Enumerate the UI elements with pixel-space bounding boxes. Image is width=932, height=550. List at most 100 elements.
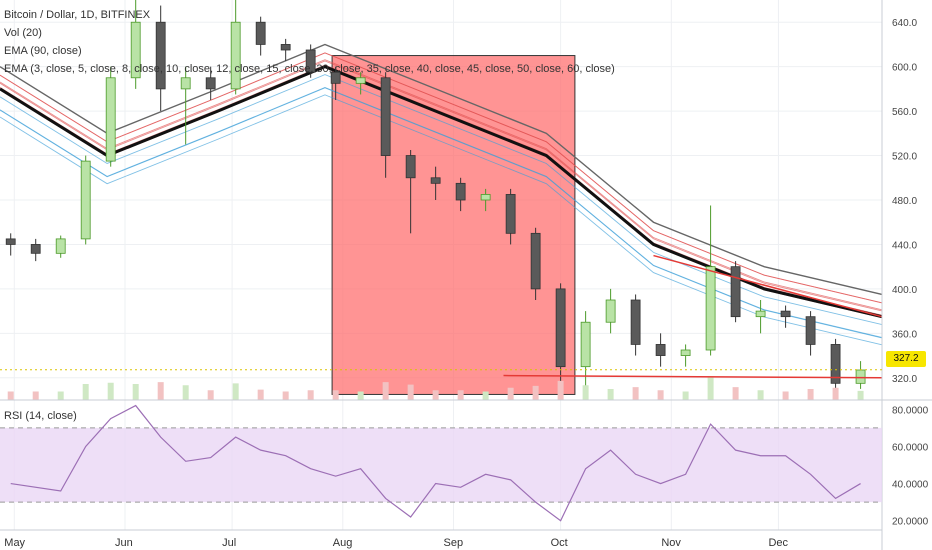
candle-body[interactable] <box>330 71 341 84</box>
volume-bar <box>857 390 864 400</box>
candle-body[interactable] <box>205 77 216 90</box>
candle-body[interactable] <box>530 232 541 290</box>
price-tick-label: 520.0 <box>892 152 917 163</box>
rsi-line[interactable] <box>10 404 861 522</box>
candle-body[interactable] <box>555 288 566 368</box>
support-line[interactable] <box>503 374 883 379</box>
volume-bar <box>382 382 389 400</box>
volume-bar <box>532 385 539 400</box>
candle-body[interactable] <box>255 21 266 45</box>
volume-bar <box>607 389 614 400</box>
volume-bar <box>57 391 64 400</box>
rsi-tick-label: 20.0000 <box>892 517 929 528</box>
time-tick-label: Nov <box>661 537 681 549</box>
candle-body[interactable] <box>805 316 816 345</box>
volume-bar <box>307 390 314 400</box>
time-tick-label: Sep <box>443 537 463 549</box>
candle-body[interactable] <box>380 77 391 156</box>
volume-bar <box>7 391 14 400</box>
ema-ribbon-line <box>0 60 883 312</box>
volume-indicator-label[interactable]: Vol (20) <box>4 27 42 39</box>
volume-bar <box>32 391 39 400</box>
candle-body[interactable] <box>680 349 691 356</box>
candle-body[interactable] <box>155 21 166 90</box>
volume-bar <box>782 391 789 400</box>
ema90-indicator-label[interactable]: EMA (90, close) <box>4 45 82 57</box>
price-tick-label: 560.0 <box>892 107 917 118</box>
volume-bar <box>582 385 589 400</box>
price-tick-label: 360.0 <box>892 329 917 340</box>
volume-bar <box>457 390 464 400</box>
ema-ribbon-line <box>0 52 883 304</box>
candle-body[interactable] <box>505 194 516 234</box>
volume-bar <box>707 377 714 400</box>
candle-body[interactable] <box>655 344 666 356</box>
volume-bar <box>632 387 639 400</box>
candle-body[interactable] <box>605 299 616 323</box>
candle-body[interactable] <box>580 321 591 368</box>
candle-body[interactable] <box>280 44 291 51</box>
volume-bar <box>207 390 214 400</box>
candle-body[interactable] <box>855 369 866 384</box>
volume-bar <box>482 391 489 400</box>
volume-bar <box>832 387 839 400</box>
candle-body[interactable] <box>80 160 91 240</box>
volume-bar <box>107 382 114 400</box>
ema90-line <box>0 65 883 319</box>
candle-body[interactable] <box>30 244 41 254</box>
time-tick-label: Dec <box>768 537 788 549</box>
volume-bar <box>407 384 414 400</box>
volume-bar <box>257 389 264 400</box>
ema60-line <box>0 43 883 296</box>
candle-body[interactable] <box>405 155 416 179</box>
volume-bar <box>507 387 514 400</box>
current-price-tag: 327.2 <box>886 351 926 367</box>
rsi-tick-label: 60.0000 <box>892 442 929 453</box>
price-axis-background <box>882 0 932 550</box>
candle-body[interactable] <box>730 266 741 318</box>
candle-body[interactable] <box>305 49 316 73</box>
volume-bar <box>182 385 189 400</box>
candle-body[interactable] <box>180 77 191 90</box>
price-tick-label: 320.0 <box>892 374 917 385</box>
highlight-box[interactable] <box>331 55 576 395</box>
rsi-title[interactable]: RSI (14, close) <box>4 410 77 422</box>
candle-body[interactable] <box>455 182 466 201</box>
time-tick-label: May <box>4 537 25 549</box>
candle-body[interactable] <box>480 194 491 201</box>
candle-body[interactable] <box>230 21 241 90</box>
ema-ribbon-line <box>0 74 883 326</box>
volume-bar <box>682 391 689 400</box>
volume-bar <box>432 390 439 400</box>
candle-body[interactable] <box>705 266 716 351</box>
time-tick-label: Aug <box>333 537 353 549</box>
ema-ribbon-line <box>0 94 883 346</box>
volume-bar <box>357 391 364 400</box>
candle-body[interactable] <box>105 77 116 162</box>
price-tick-label: 440.0 <box>892 240 917 251</box>
volume-bar <box>82 384 89 400</box>
candle-body[interactable] <box>55 238 66 254</box>
candle-body[interactable] <box>630 299 641 345</box>
symbol-title[interactable]: Bitcoin / Dollar, 1D, BITFINEX <box>4 9 151 21</box>
candle-body[interactable] <box>355 77 366 84</box>
resistance-trendline[interactable] <box>653 254 883 318</box>
volume-bar <box>232 383 239 400</box>
volume-bar <box>732 387 739 400</box>
candle-body[interactable] <box>5 238 16 245</box>
candle-body[interactable] <box>130 21 141 79</box>
candle-body[interactable] <box>755 310 766 318</box>
volume-bar <box>807 389 814 400</box>
chart-legend: Bitcoin / Dollar, 1D, BITFINEX Vol (20) … <box>4 6 615 78</box>
rsi-band-fill <box>0 427 882 503</box>
price-tick-label: 480.0 <box>892 196 917 207</box>
candle-body[interactable] <box>830 344 841 384</box>
ema-ribbon-indicator-label[interactable]: EMA (3, close, 5, close, 8, close, 10, c… <box>4 63 615 75</box>
volume-bar <box>132 384 139 400</box>
candle-body[interactable] <box>780 310 791 318</box>
ema-ribbon-line <box>0 59 883 311</box>
time-tick-label: Jul <box>222 537 236 549</box>
candle-body[interactable] <box>430 177 441 184</box>
